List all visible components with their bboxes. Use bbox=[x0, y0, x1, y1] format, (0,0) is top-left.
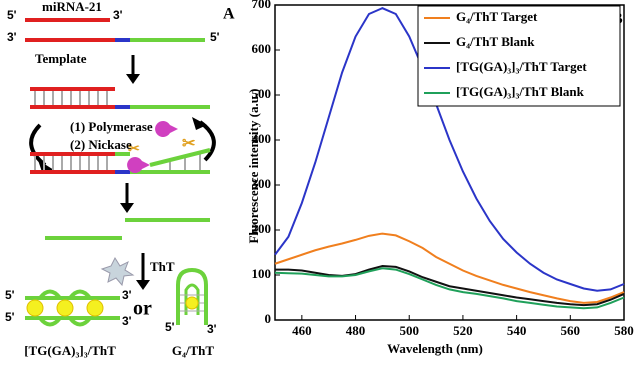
step: (1) Polymerase bbox=[70, 119, 153, 134]
step: (2) Nickase bbox=[70, 137, 132, 152]
y-tick-label: 500 bbox=[252, 86, 272, 101]
strand-name: Template bbox=[35, 51, 87, 66]
legend-label: G₄/ThT Blank bbox=[456, 34, 535, 49]
product-label: G₄/ThT bbox=[172, 343, 215, 358]
x-tick-label: 480 bbox=[346, 323, 366, 338]
legend-label: [TG(GA)₃]₃/ThT Target bbox=[456, 59, 587, 74]
x-tick-label: 580 bbox=[614, 323, 634, 338]
strand-end: 5' bbox=[210, 30, 220, 44]
x-axis-label: Wavelength (nm) bbox=[387, 341, 483, 356]
legend-label: [TG(GA)₃]₃/ThT Blank bbox=[456, 84, 585, 99]
strand-end: 3' bbox=[113, 8, 123, 22]
y-tick-label: 200 bbox=[252, 221, 272, 236]
x-tick-label: 560 bbox=[561, 323, 581, 338]
strand-end: 5' bbox=[5, 288, 15, 302]
strand-end: 5' bbox=[7, 8, 17, 22]
strand-end: 3' bbox=[122, 314, 132, 328]
strand-end: 3' bbox=[7, 30, 17, 44]
connector: or bbox=[133, 298, 152, 320]
reagent: ThT bbox=[150, 259, 175, 274]
y-axis-label: Fluorescence intensity (a.u.) bbox=[246, 88, 261, 243]
legend-label: G₄/ThT Target bbox=[456, 9, 538, 24]
y-tick-label: 600 bbox=[252, 41, 272, 56]
plot-frame bbox=[274, 4, 625, 321]
strand-end: 3' bbox=[207, 322, 217, 336]
schematic: ✂ ✂ 5' miRNA-21 3' 3' 5' Template (1) Po… bbox=[5, 0, 235, 358]
product-label: [TG(GA)₃]₃/ThT bbox=[24, 343, 116, 358]
y-tick-label: 0 bbox=[265, 311, 272, 326]
strand-end: 5' bbox=[5, 310, 15, 324]
y-tick-label: 300 bbox=[252, 176, 272, 191]
series-line bbox=[274, 7, 625, 292]
x-tick-label: 520 bbox=[453, 323, 473, 338]
panel-label: A bbox=[223, 6, 235, 23]
x-tick-label: 500 bbox=[399, 323, 419, 338]
strand-name: miRNA-21 bbox=[42, 0, 102, 14]
chart: B Wavelength (nm) Fluorescence intensity… bbox=[246, 0, 634, 356]
svg-text:✂: ✂ bbox=[182, 136, 196, 153]
x-tick-label: 460 bbox=[292, 323, 312, 338]
legend-box bbox=[417, 5, 621, 107]
strand-end: 5' bbox=[165, 320, 175, 334]
series-line bbox=[274, 267, 625, 310]
y-tick-label: 400 bbox=[252, 131, 272, 146]
y-tick-label: 100 bbox=[252, 266, 272, 281]
svg-text:✂: ✂ bbox=[128, 142, 140, 157]
strand-end: 3' bbox=[122, 288, 132, 302]
x-tick-label: 540 bbox=[507, 323, 527, 338]
series-line bbox=[275, 264, 625, 307]
y-tick-label: 700 bbox=[252, 0, 272, 11]
series-line bbox=[274, 232, 625, 304]
